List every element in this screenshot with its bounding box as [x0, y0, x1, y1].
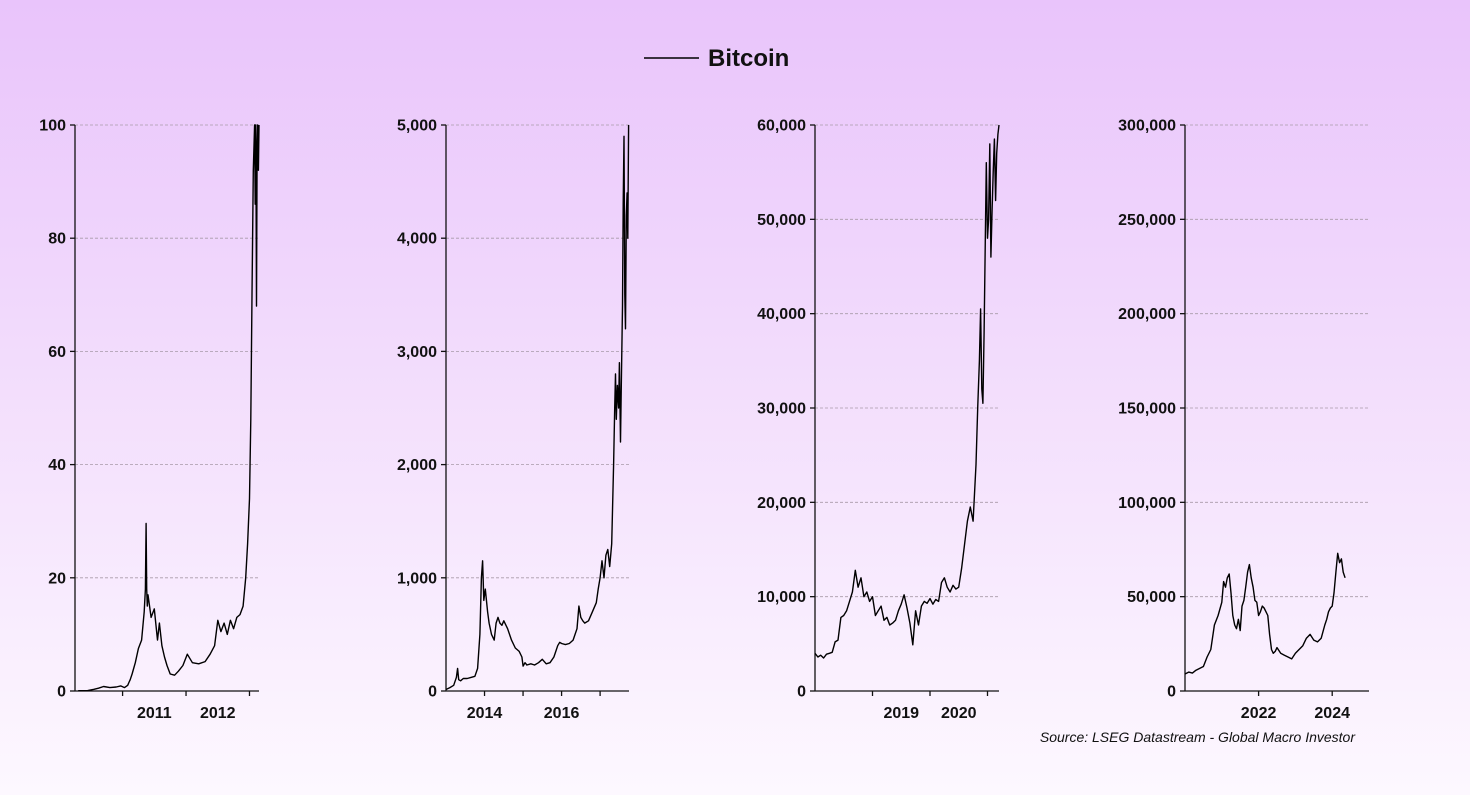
y-tick-label: 300,000: [1118, 118, 1176, 135]
x-tick-label: 2011: [137, 705, 172, 722]
y-tick-label: 0: [428, 684, 437, 701]
panel-2: 0 1,000 2,000 3,000 4,000 5,000 2014 2016: [397, 118, 630, 722]
source-note: Source: LSEG Datastream - Global Macro I…: [1040, 729, 1356, 745]
y-tick-label: 2,000: [397, 457, 437, 474]
x-tick-label: 2024: [1314, 705, 1350, 722]
y-tick-label: 250,000: [1118, 212, 1176, 229]
y-tick-label: 20: [48, 570, 66, 587]
series-line-bitcoin: [78, 124, 260, 692]
panel-1: 0 20 40 60 80 100 2011 2012: [39, 118, 260, 722]
panel-4: 0 50,000 100,000 150,000 200,000 250,000 300,0…: [1118, 118, 1369, 722]
y-tick-label: 0: [1167, 684, 1176, 701]
y-tick-label: 60,000: [757, 118, 806, 135]
x-tick-label: 2020: [941, 705, 977, 722]
y-tick-label: 30,000: [757, 401, 806, 418]
y-tick-label: 0: [797, 684, 806, 701]
x-tick-label: 2019: [883, 705, 919, 722]
x-tick-label: 2014: [467, 705, 503, 722]
chart-panels: 0 20 40 60 80 100 2011 2012 0 1,000 2,000 3,000 4,00…: [39, 118, 1369, 722]
y-tick-label: 50,000: [757, 212, 806, 229]
y-tick-label: 200,000: [1118, 306, 1176, 323]
y-tick-label: 20,000: [757, 495, 806, 512]
y-tick-label: 100,000: [1118, 495, 1176, 512]
y-tick-label: 3,000: [397, 344, 437, 361]
y-tick-label: 40,000: [757, 306, 806, 323]
y-tick-label: 0: [57, 684, 66, 701]
x-tick-label: 2016: [544, 705, 580, 722]
y-tick-label: 100: [39, 118, 66, 135]
y-tick-label: 5,000: [397, 118, 437, 135]
y-tick-label: 80: [48, 231, 66, 248]
y-tick-label: 40: [48, 457, 66, 474]
legend: Bitcoin: [644, 45, 789, 72]
y-tick-label: 60: [48, 344, 66, 361]
x-tick-label: 2022: [1241, 705, 1277, 722]
series-line-bitcoin: [814, 124, 1000, 659]
y-tick-label: 1,000: [397, 570, 437, 587]
y-tick-label: 10,000: [757, 589, 806, 606]
panel-3: 0 10,000 20,000 30,000 40,000 50,000 60,000 201…: [757, 118, 1000, 722]
legend-label: Bitcoin: [708, 45, 789, 72]
x-tick-label: 2012: [200, 705, 236, 722]
series-line-bitcoin: [1184, 552, 1346, 675]
y-tick-label: 4,000: [397, 231, 437, 248]
y-tick-label: 150,000: [1118, 401, 1176, 418]
series-line-bitcoin: [445, 124, 630, 691]
y-tick-label: 50,000: [1127, 589, 1176, 606]
